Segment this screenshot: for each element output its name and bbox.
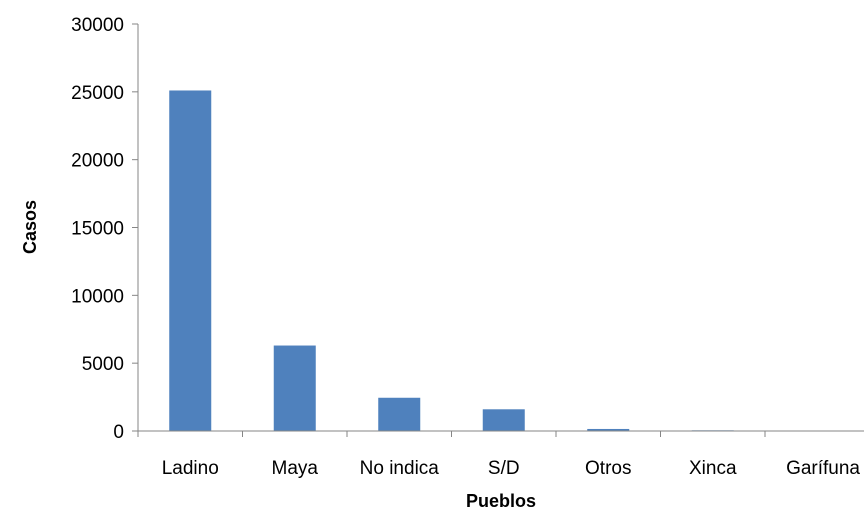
x-tick-label: Garífuna bbox=[786, 458, 860, 479]
y-tick-label: 30000 bbox=[71, 15, 124, 36]
x-tick-label: Xinca bbox=[689, 458, 737, 479]
x-tick-label: Otros bbox=[585, 458, 631, 479]
y-tick-label: 5000 bbox=[82, 354, 124, 375]
y-tick-label: 25000 bbox=[71, 83, 124, 104]
y-axis-title: Casos bbox=[20, 200, 40, 254]
x-tick-label: Ladino bbox=[162, 458, 219, 479]
y-tick-label: 10000 bbox=[71, 286, 124, 307]
bar-otros bbox=[587, 428, 630, 431]
bars bbox=[169, 90, 839, 432]
x-tick-label: No indica bbox=[360, 458, 440, 479]
x-tick-label: Maya bbox=[272, 458, 319, 479]
x-tick-label: S/D bbox=[488, 458, 520, 479]
bar-s-d bbox=[482, 409, 525, 431]
y-tick-label: 20000 bbox=[71, 151, 124, 172]
bar-no-indica bbox=[378, 397, 421, 431]
y-axis-ticks: 0 5000 10000 15000 20000 25000 30000 bbox=[71, 15, 138, 443]
bar-ladino bbox=[169, 90, 212, 431]
y-tick-label: 0 bbox=[113, 422, 124, 443]
bar-maya bbox=[273, 345, 316, 431]
y-tick-label: 15000 bbox=[71, 219, 124, 240]
x-axis-ticks: Ladino Maya No indica S/D Otros Xinca Garífuna bbox=[137, 431, 860, 479]
x-axis-title: Pueblos bbox=[466, 491, 536, 511]
